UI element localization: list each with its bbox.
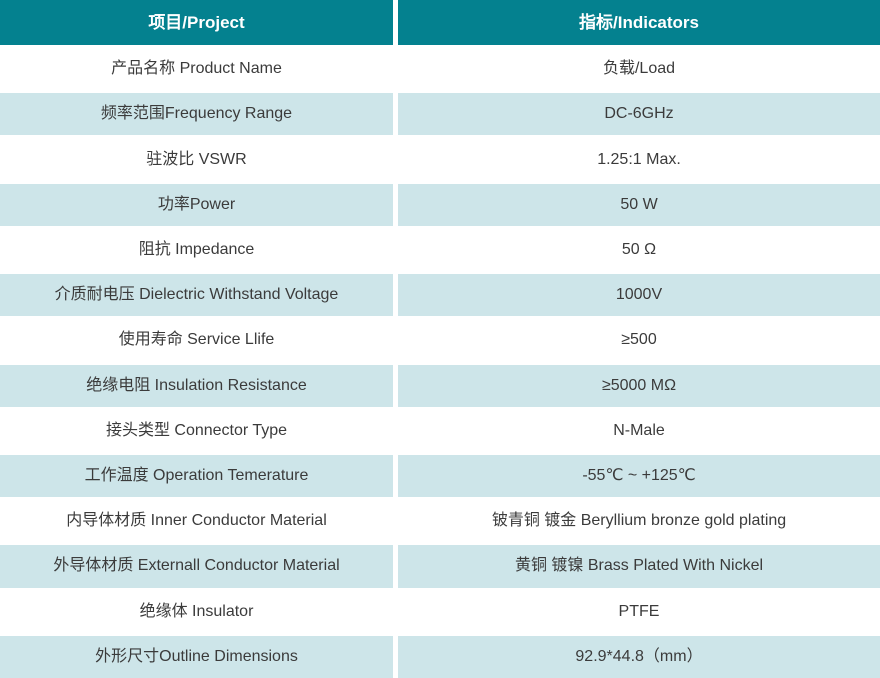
indicator-cell: -55℃ ~ +125℃ bbox=[398, 454, 880, 498]
project-cell: 工作温度 Operation Temerature bbox=[0, 454, 393, 498]
indicator-cell: N-Male bbox=[398, 409, 880, 452]
project-cell: 产品名称 Product Name bbox=[0, 48, 393, 91]
project-cell: 功率Power bbox=[0, 183, 393, 226]
project-cell: 使用寿命 Service Llife bbox=[0, 319, 393, 362]
project-cell: 接头类型 Connector Type bbox=[0, 409, 393, 452]
indicator-cell: PTFE bbox=[398, 590, 880, 633]
indicator-cell: 1.25:1 Max. bbox=[398, 138, 880, 181]
indicator-cell: 铍青铜 镀金 Beryllium bronze gold plating bbox=[398, 500, 880, 543]
indicator-cell: 50 Ω bbox=[398, 228, 880, 272]
project-cell: 绝缘电阻 Insulation Resistance bbox=[0, 364, 393, 407]
indicator-cell: ≥500 bbox=[398, 319, 880, 362]
indicator-cell: 92.9*44.8（mm） bbox=[398, 635, 880, 678]
project-cell: 外导体材质 Externall Conductor Material bbox=[0, 545, 393, 588]
column-header-indicators: 指标/Indicators bbox=[398, 0, 880, 45]
indicator-cell: 黄铜 镀镍 Brass Plated With Nickel bbox=[398, 545, 880, 588]
project-cell: 阻抗 Impedance bbox=[0, 228, 393, 272]
indicator-cell: 负载/Load bbox=[398, 48, 880, 91]
indicator-cell: 1000V bbox=[398, 274, 880, 317]
project-cell: 内导体材质 Inner Conductor Material bbox=[0, 500, 393, 543]
column-header-project: 项目/Project bbox=[0, 0, 393, 45]
indicator-cell: DC-6GHz bbox=[398, 93, 880, 136]
project-cell: 绝缘体 Insulator bbox=[0, 590, 393, 633]
indicator-cell: 50 W bbox=[398, 183, 880, 226]
project-cell: 频率范围Frequency Range bbox=[0, 93, 393, 136]
project-cell: 介质耐电压 Dielectric Withstand Voltage bbox=[0, 274, 393, 317]
project-cell: 驻波比 VSWR bbox=[0, 138, 393, 181]
project-cell: 外形尺寸Outline Dimensions bbox=[0, 635, 393, 678]
indicator-cell: ≥5000 MΩ bbox=[398, 364, 880, 407]
